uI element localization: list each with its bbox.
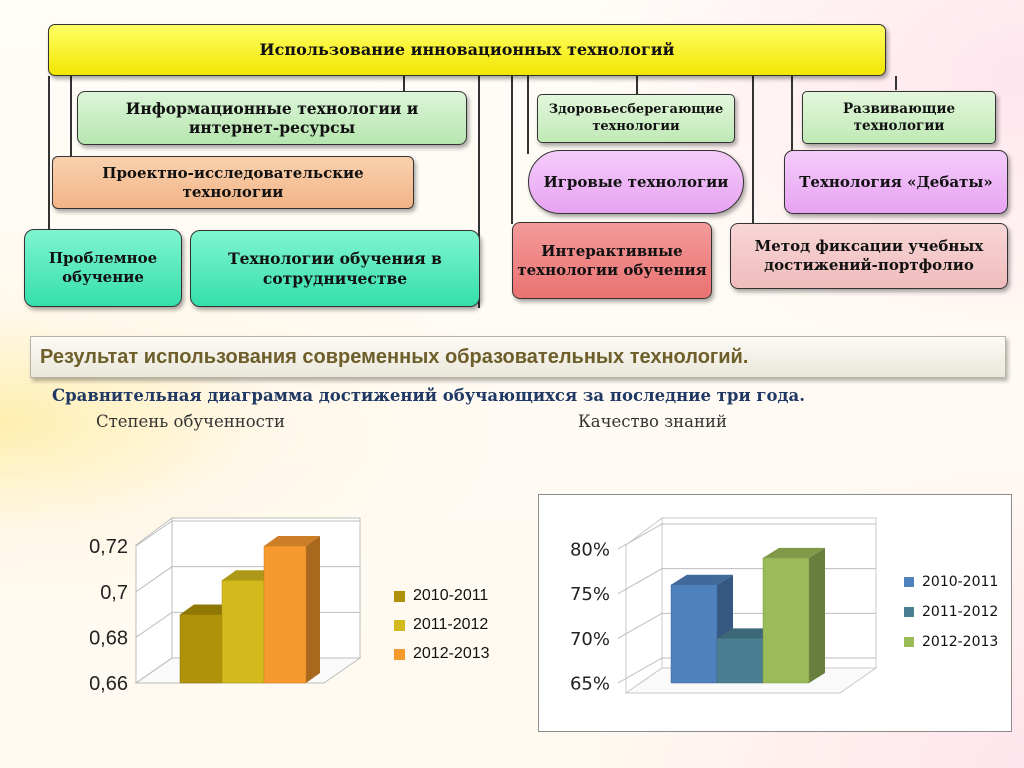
- right-legend-item-2010-2011: 2010-2011: [904, 574, 998, 590]
- legend-swatch: [904, 607, 914, 617]
- cooperation-node: Технологии обучения в сотрудничестве: [190, 230, 480, 307]
- left-legend-item-2012-2013: 2012-2013: [394, 645, 490, 663]
- legend-swatch: [394, 590, 405, 602]
- connector-line: [403, 76, 405, 92]
- legend-swatch: [904, 637, 914, 647]
- connector-line: [895, 76, 897, 90]
- bar-2012-2013: [263, 536, 320, 684]
- right-chart-bars: [670, 547, 825, 684]
- left-chart-bars: [179, 536, 320, 684]
- right-chart-side-wall: [625, 517, 663, 694]
- y-tick-label: 75%: [570, 584, 610, 605]
- left-legend-item-2010-2011: 2010-2011: [394, 587, 488, 605]
- y-tick-label: 0,68: [89, 628, 128, 650]
- right-legend-item-2012-2013: 2012-2013: [904, 634, 998, 650]
- y-tick-label: 70%: [570, 629, 610, 650]
- connector-line: [70, 76, 72, 156]
- connector-line: [636, 76, 638, 94]
- game-tech-node: Игровые технологии: [528, 150, 744, 214]
- legend-swatch: [904, 577, 914, 587]
- project-tech-node: Проектно-исследовательские технологии: [52, 156, 414, 209]
- y-tick-label: 65%: [570, 673, 610, 694]
- connector-line: [752, 76, 754, 226]
- right-chart-tick-labels: 65% 70% 75% 80%: [570, 539, 610, 694]
- connector-line: [511, 76, 513, 224]
- legend-swatch: [394, 648, 405, 660]
- left-legend-item-2011-2012: 2011-2012: [394, 616, 488, 634]
- interactive-tech-node: Интерактивные технологии обучения: [512, 222, 712, 299]
- left-chart-title: Степень обученности: [96, 412, 286, 431]
- y-tick-label: 80%: [570, 539, 610, 560]
- connector-line: [48, 76, 50, 306]
- connector-line: [791, 76, 793, 156]
- left-chart-tick-labels: 0,66 0,68 0,7 0,72: [89, 536, 128, 695]
- gridline: [617, 523, 876, 550]
- comparison-subtitle: Сравнительная диаграмма достижений обуча…: [52, 386, 805, 405]
- right-chart-title: Качество знаний: [578, 412, 727, 431]
- root-node: Использование инновационных технологий: [48, 24, 886, 76]
- legend-swatch: [394, 619, 405, 631]
- developing-tech-node: Развивающие технологии: [802, 91, 996, 144]
- connector-line: [478, 76, 480, 308]
- results-banner: Результат использования современных обра…: [30, 336, 1006, 378]
- bar-2012-2013: [762, 547, 825, 684]
- right-legend-item-2011-2012: 2011-2012: [904, 604, 998, 620]
- debate-tech-node: Технология «Дебаты»: [784, 150, 1008, 214]
- y-tick-label: 0,7: [100, 582, 128, 604]
- gridline: [135, 520, 360, 547]
- connector-line: [527, 76, 529, 154]
- y-tick-label: 0,66: [89, 673, 128, 695]
- portfolio-node: Метод фиксации учебных достижений-портфо…: [730, 223, 1008, 289]
- problem-learning-node: Проблемное обучение: [24, 229, 182, 307]
- health-saving-node: Здоровьесберегающие технологии: [537, 94, 735, 143]
- y-tick-label: 0,72: [89, 536, 128, 558]
- info-tech-node: Информационные технологии и интернет-рес…: [77, 91, 467, 145]
